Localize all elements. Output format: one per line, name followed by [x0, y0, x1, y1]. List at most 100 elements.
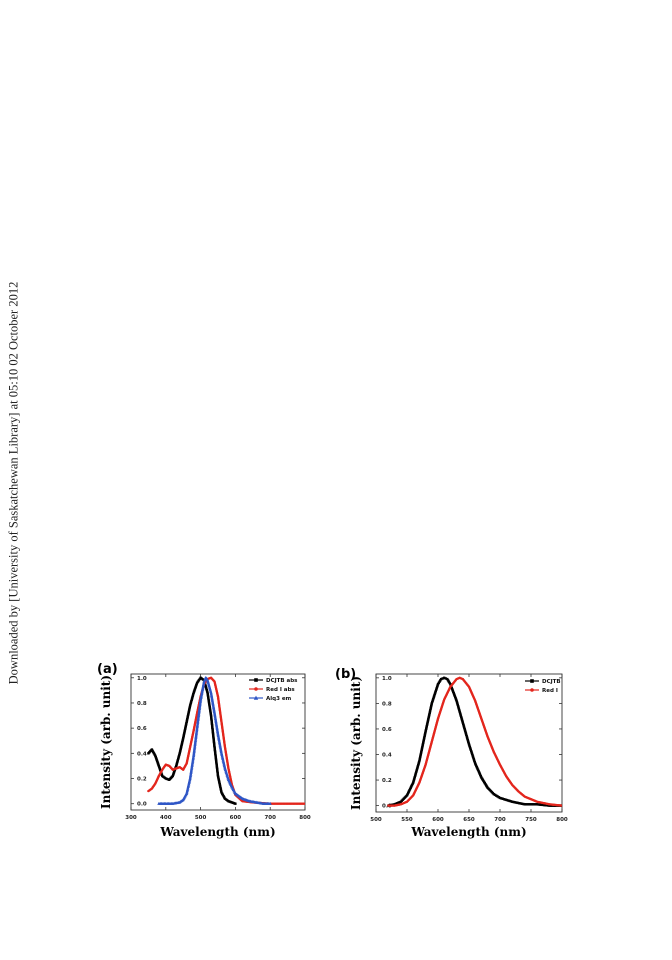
data-point — [211, 703, 215, 707]
data-point — [175, 763, 178, 766]
data-point — [209, 710, 212, 713]
data-point — [212, 709, 216, 713]
data-point — [460, 718, 464, 722]
data-point — [209, 711, 212, 714]
data-point — [541, 803, 544, 807]
data-point — [405, 794, 409, 797]
data-point — [454, 698, 458, 701]
data-point — [461, 719, 464, 723]
data-point — [536, 803, 539, 806]
data-point — [209, 714, 213, 717]
data-point — [454, 697, 457, 700]
data-point — [457, 707, 461, 711]
data-point — [211, 729, 214, 732]
data-point — [437, 681, 440, 685]
data-point — [425, 724, 428, 728]
data-point — [193, 689, 196, 692]
data-point — [508, 799, 511, 803]
data-point — [217, 736, 221, 740]
data-point — [472, 758, 476, 761]
data-point — [473, 760, 476, 764]
data-point — [182, 732, 186, 736]
data-point — [217, 777, 220, 780]
data-point — [464, 730, 467, 734]
data-point — [213, 747, 216, 750]
data-point — [540, 803, 543, 806]
data-point — [527, 803, 531, 806]
data-point — [206, 693, 209, 696]
y-tick-label: 0.2 — [382, 778, 392, 784]
data-point — [468, 745, 472, 749]
data-point — [424, 730, 427, 733]
data-point — [424, 731, 427, 735]
data-point — [502, 798, 506, 801]
data-point — [446, 679, 450, 682]
data-point — [187, 712, 190, 715]
data-point — [451, 688, 454, 691]
data-point — [181, 739, 184, 743]
data-point — [407, 791, 410, 795]
data-point — [185, 720, 188, 724]
data-point — [501, 797, 504, 800]
data-point — [212, 711, 217, 715]
data-point — [465, 734, 468, 738]
data-point — [423, 735, 426, 739]
y-axis-title: Intensity (arb. unit) — [99, 675, 113, 809]
data-point — [181, 738, 185, 741]
data-point — [215, 728, 219, 732]
x-tick-label: 750 — [525, 817, 537, 823]
data-point — [415, 769, 418, 772]
x-tick-label: 700 — [494, 817, 506, 823]
data-point — [213, 714, 217, 718]
data-point — [221, 758, 225, 762]
chart-panel-a: (a) 300 400 500 600 700 800 0.0 0.2 0.4 0.6 0.8 1.0 W… — [97, 662, 311, 839]
series-dcjtb-abs — [147, 676, 237, 805]
data-point — [479, 773, 482, 777]
data-point — [214, 756, 218, 760]
data-point — [223, 765, 227, 769]
data-point — [413, 777, 416, 780]
y-tick-label: 0.6 — [382, 727, 392, 733]
data-point — [422, 740, 425, 743]
data-point — [456, 705, 460, 708]
data-point — [214, 718, 218, 722]
data-point — [216, 735, 221, 739]
data-point — [511, 800, 514, 803]
data-point — [524, 803, 528, 806]
data-point — [211, 700, 215, 704]
data-point — [209, 693, 214, 697]
data-point — [181, 741, 184, 744]
data-point — [471, 755, 475, 758]
data-point — [214, 719, 218, 723]
data-point — [213, 748, 217, 751]
data-point — [182, 737, 185, 740]
data-point — [420, 748, 423, 751]
data-point — [435, 685, 439, 689]
data-point — [453, 693, 456, 696]
data-point — [217, 778, 221, 782]
data-point — [472, 756, 475, 760]
data-point — [455, 699, 458, 703]
data-point — [497, 795, 500, 799]
data-point — [210, 717, 213, 720]
data-point — [446, 677, 449, 681]
legend-label: DCJTB — [542, 679, 561, 685]
x-axis-title: Wavelength (nm) — [410, 825, 526, 839]
data-point — [461, 722, 465, 726]
data-point — [219, 785, 222, 789]
data-point — [178, 752, 181, 755]
data-point — [212, 738, 215, 742]
data-point — [406, 792, 409, 796]
data-point — [213, 712, 217, 716]
data-point — [179, 748, 182, 751]
data-point — [427, 716, 430, 720]
data-point — [196, 680, 200, 683]
data-point — [219, 747, 223, 751]
panel-label: (b) — [335, 667, 356, 682]
data-point — [467, 743, 471, 746]
y-tick-label: 0.0 — [382, 804, 392, 810]
series-line — [388, 676, 562, 807]
data-point — [154, 755, 157, 759]
data-point — [176, 757, 180, 761]
data-point — [214, 722, 218, 726]
